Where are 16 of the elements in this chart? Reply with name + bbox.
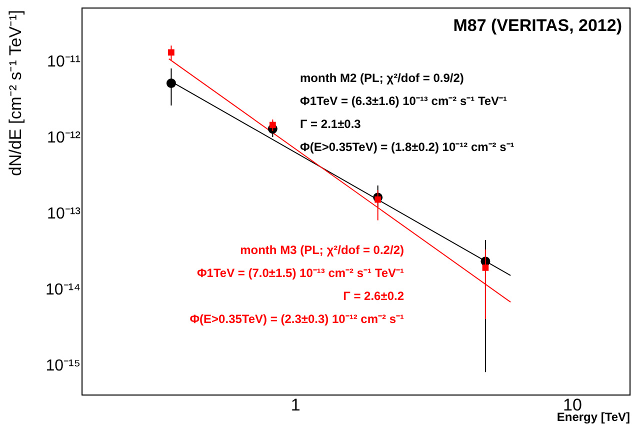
text: M87 (VERITAS, 2012) xyxy=(453,16,622,35)
annotation: Φ1TeV = (6.3±1.6) 10⁻¹³ cm⁻² s⁻¹ TeV⁻¹ xyxy=(300,94,508,108)
annotation: Γ = 2.1±0.3 xyxy=(300,117,362,131)
annotation: Φ1TeV = (7.0±1.5) 10⁻¹³ cm⁻² s⁻¹ TeV⁻¹ xyxy=(196,266,404,280)
y-tick-label: 10⁻¹⁵ xyxy=(46,357,80,374)
x-tick-label: 1 xyxy=(290,396,300,414)
y-axis-title: dN/dE [cm⁻² s⁻¹ TeV⁻¹] xyxy=(6,10,25,176)
annotation: Φ(E>0.35TeV) = (2.3±0.3) 10⁻¹² cm⁻² s⁻¹ xyxy=(190,312,404,326)
y-tick-label: 10⁻¹³ xyxy=(47,205,82,222)
annotation: Γ = 2.6±0.2 xyxy=(343,289,404,303)
annotation: month M3 (PL; χ²/dof = 0.2/2) xyxy=(240,243,404,257)
annotation: Φ(E>0.35TeV) = (1.8±0.2) 10⁻¹² cm⁻² s⁻¹ xyxy=(300,140,514,154)
y-tick-label: 10⁻¹⁴ xyxy=(46,281,81,298)
y-tick-label: 10⁻¹¹ xyxy=(47,54,80,71)
annotation: month M2 (PL; χ²/dof = 0.9/2) xyxy=(300,71,464,85)
y-tick-label: 10⁻¹² xyxy=(47,130,82,146)
